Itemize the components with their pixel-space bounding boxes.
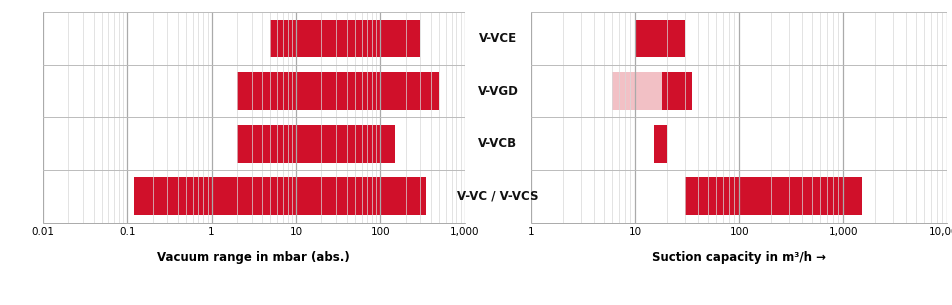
X-axis label: Vacuum range in mbar (abs.): Vacuum range in mbar (abs.) <box>157 251 350 264</box>
Bar <box>684 178 862 215</box>
Text: V-VC / V-VCS: V-VC / V-VCS <box>457 190 539 203</box>
Bar <box>662 72 692 110</box>
Text: V-VCB: V-VCB <box>478 137 518 150</box>
Bar <box>134 178 426 215</box>
Bar <box>270 20 421 57</box>
X-axis label: Suction capacity in m³/h →: Suction capacity in m³/h → <box>652 251 826 264</box>
Bar <box>653 125 666 163</box>
Text: V-VGD: V-VGD <box>478 84 518 98</box>
Text: V-VCE: V-VCE <box>479 32 517 45</box>
Bar <box>612 72 662 110</box>
Bar <box>237 72 439 110</box>
Bar <box>635 20 684 57</box>
Bar <box>237 125 395 163</box>
